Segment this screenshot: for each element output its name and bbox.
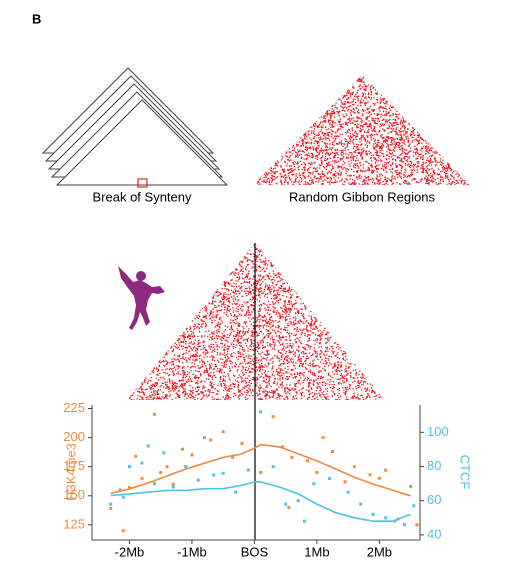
point (331, 450, 335, 454)
heatmap-dots (253, 75, 470, 185)
point (393, 519, 397, 523)
point (109, 502, 113, 506)
x-tick-label: -2Mb (115, 544, 145, 559)
label-right: Random Gibbon Regions (289, 189, 435, 204)
point (109, 507, 113, 511)
point (221, 430, 225, 434)
point (315, 471, 319, 474)
point (327, 476, 331, 480)
point (196, 478, 200, 482)
point (184, 465, 188, 469)
point (212, 473, 216, 477)
point (371, 512, 375, 516)
heatmap-dots (127, 243, 385, 400)
point (259, 410, 263, 414)
point (152, 482, 156, 486)
y2-tick-label: 80 (427, 458, 441, 473)
y2-tick-label: 60 (427, 492, 441, 507)
point (359, 502, 363, 506)
point (402, 523, 406, 527)
point (290, 455, 294, 459)
point (302, 519, 306, 523)
point (343, 480, 347, 484)
point (287, 505, 291, 509)
synteny-triangles (41, 67, 229, 186)
point (171, 485, 175, 489)
point (209, 438, 213, 442)
point (306, 459, 310, 463)
panel-label: B (32, 11, 41, 26)
y-tick-label: 200 (63, 429, 85, 444)
point (412, 504, 416, 508)
point (352, 465, 356, 469)
point (409, 484, 413, 488)
x-tick-label: 1Mb (304, 544, 329, 559)
trend-line (110, 443, 411, 497)
point (152, 412, 156, 416)
point (134, 454, 138, 458)
trend-line (110, 481, 411, 522)
point (240, 441, 244, 445)
point (368, 473, 372, 477)
point (346, 490, 350, 494)
point (296, 499, 300, 503)
point (127, 465, 131, 469)
y-tick-label: 225 (63, 400, 85, 415)
point (384, 468, 388, 472)
x-tick-label: -1Mb (177, 544, 207, 559)
gibbon-head (136, 271, 146, 281)
point (165, 465, 169, 469)
point (312, 482, 316, 486)
x-tick-label: BOS (241, 544, 269, 559)
y-tick-label: 125 (63, 516, 85, 531)
point (231, 455, 235, 459)
point (118, 488, 122, 492)
x-tick-label: 2Mb (367, 544, 392, 559)
point (121, 495, 125, 499)
point (159, 471, 163, 474)
y2-tick-label: 100 (427, 424, 449, 439)
point (162, 451, 166, 455)
point (246, 468, 250, 472)
point (146, 444, 150, 448)
point (321, 436, 325, 440)
bos-box (137, 178, 148, 188)
gibbon-icon (118, 266, 165, 330)
point (221, 471, 225, 475)
y-tick-label: 175 (63, 458, 85, 473)
y-tick-label: 150 (63, 487, 85, 502)
point (121, 529, 125, 533)
point (415, 523, 419, 527)
point (284, 502, 288, 506)
point (259, 471, 263, 474)
y-axis-label: H3K4me3 (63, 443, 78, 501)
point (127, 486, 131, 490)
heatmap-gibbon (127, 243, 385, 400)
heatmap-random (253, 75, 470, 185)
label-left: Break of Synteny (93, 189, 192, 204)
y2-tick-label: 40 (427, 526, 441, 541)
point (202, 436, 206, 440)
point (181, 447, 185, 451)
point (140, 461, 144, 465)
point (171, 482, 175, 486)
point (271, 415, 275, 419)
point (377, 476, 381, 480)
y2-axis-label: CTCF (458, 455, 473, 490)
point (234, 490, 238, 494)
point (271, 465, 275, 469)
point (140, 476, 144, 480)
point (384, 516, 388, 520)
point (190, 453, 194, 457)
point (281, 445, 285, 449)
